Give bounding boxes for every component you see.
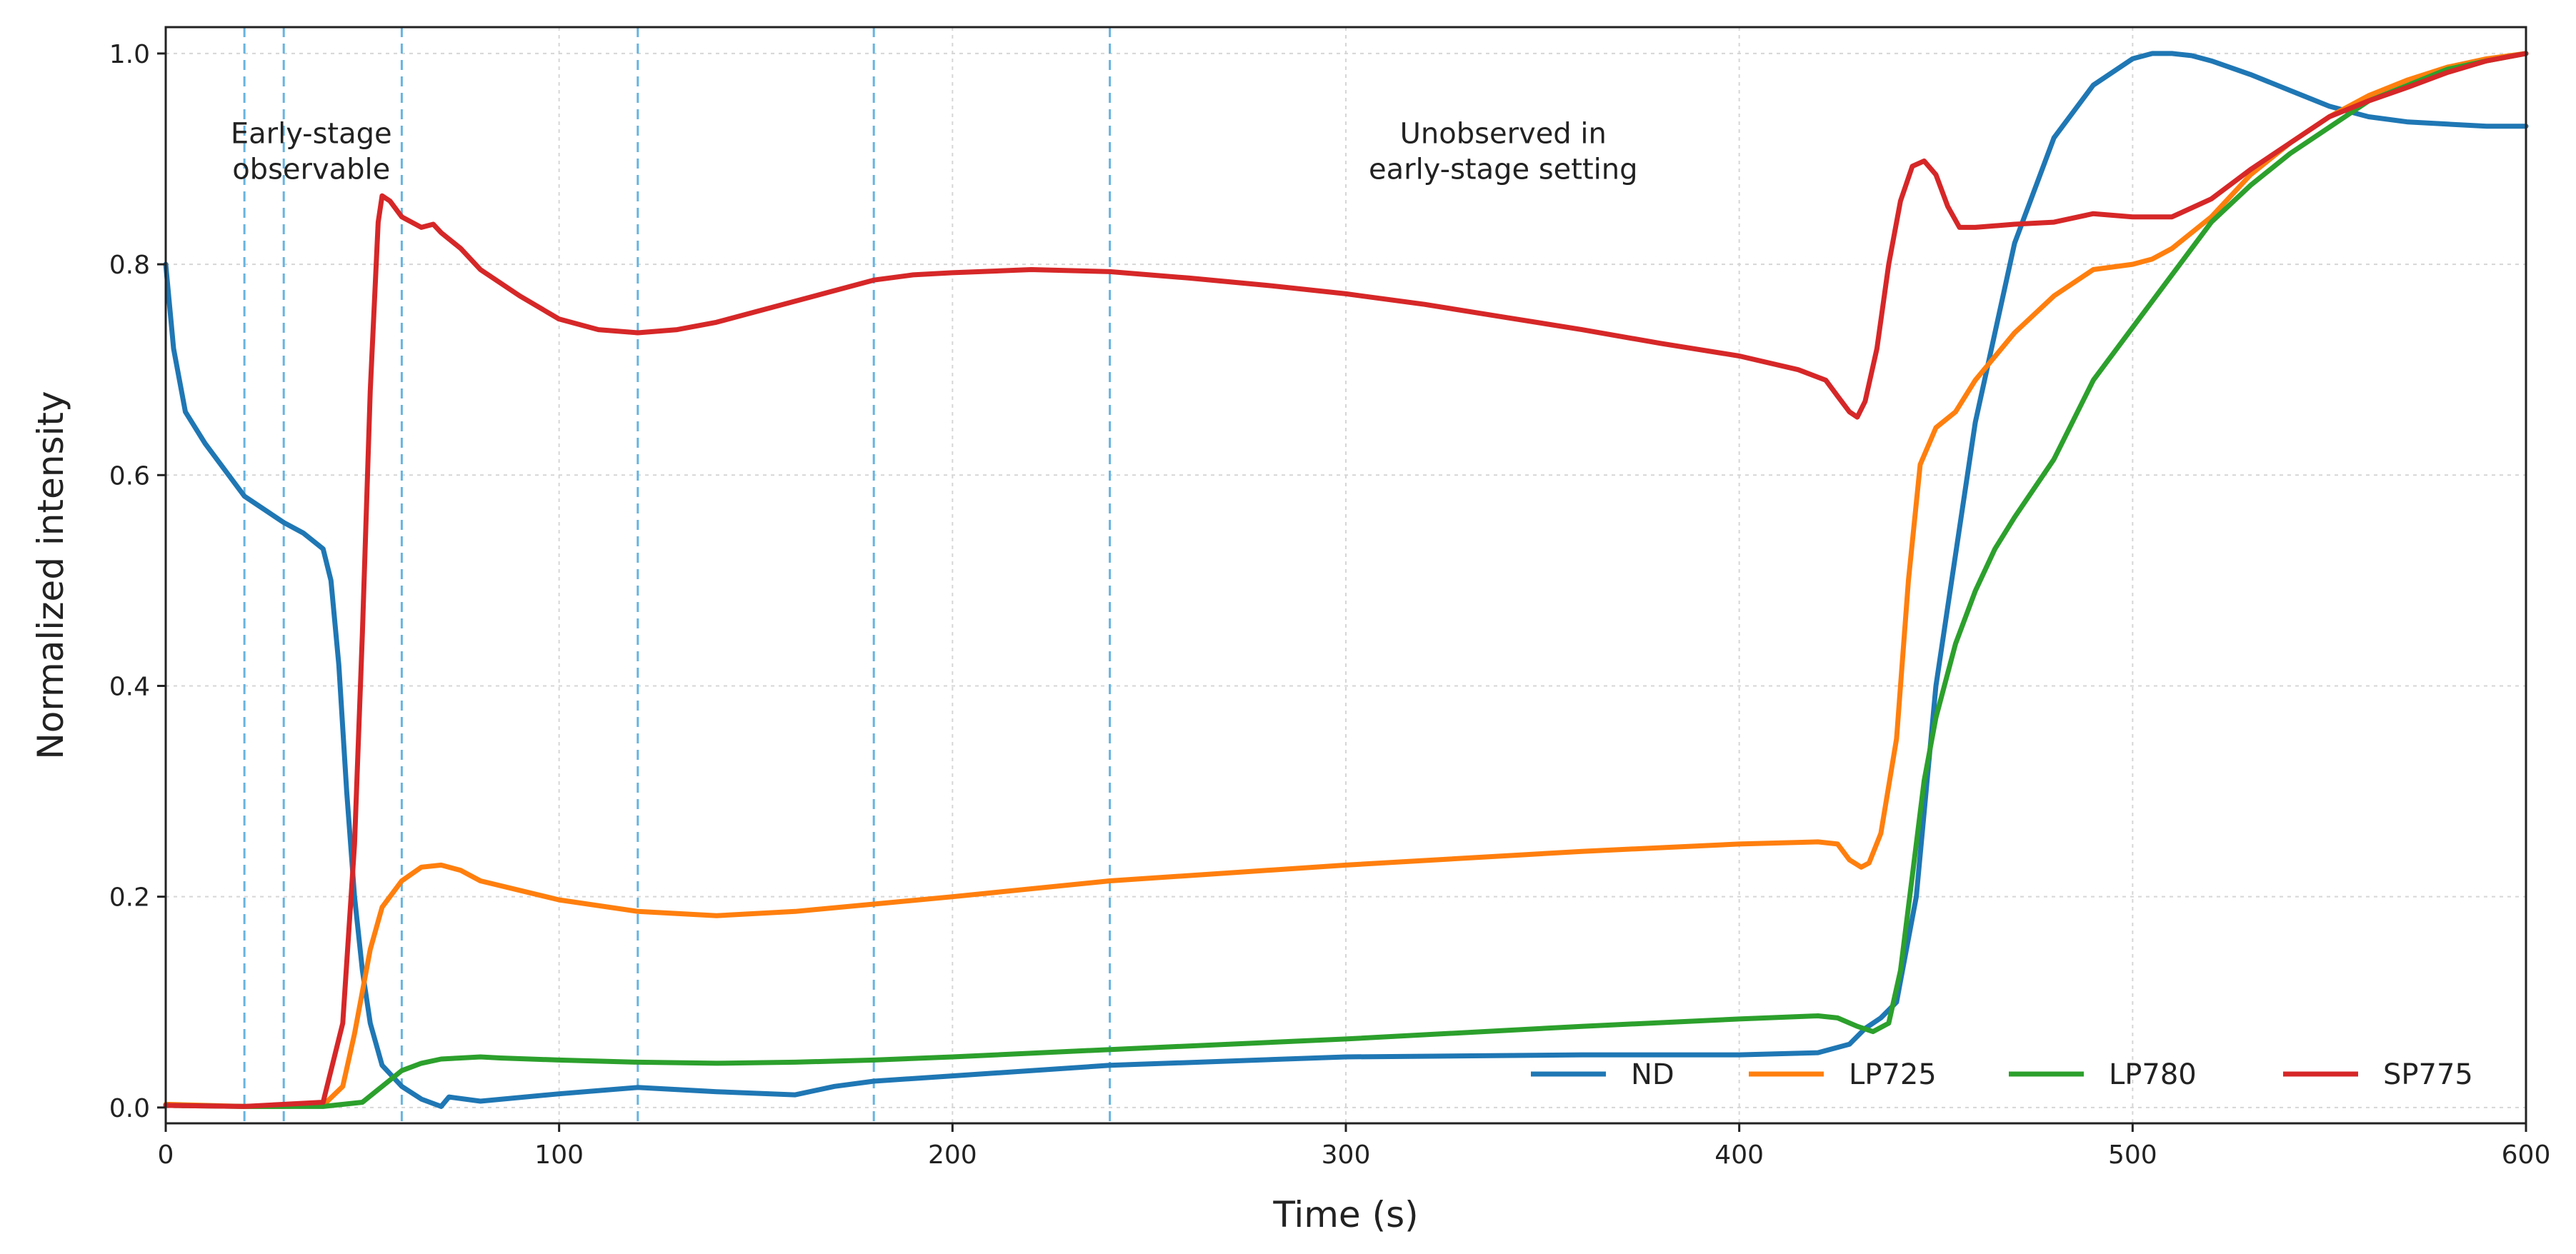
annotation-text: Unobserved in early-stage setting bbox=[1369, 117, 1638, 186]
annotation-text: Early-stage observable bbox=[231, 117, 392, 186]
y-tick-label: 0.2 bbox=[109, 883, 150, 913]
reference-lines bbox=[243, 27, 1112, 1123]
y-axis-title: Normalized intensity bbox=[30, 391, 71, 759]
x-tick-label: 300 bbox=[1322, 1140, 1371, 1170]
annotation-line: observable bbox=[232, 153, 390, 186]
annotations: Early-stage observable Unobserved in early-… bbox=[231, 117, 1638, 186]
series-line-nd bbox=[163, 51, 2529, 1109]
y-tick-label: 0.6 bbox=[109, 461, 150, 491]
x-tick-label: 0 bbox=[158, 1140, 174, 1170]
x-axis-title: Time (s) bbox=[1272, 1194, 1418, 1235]
x-tick-label: 500 bbox=[2108, 1140, 2157, 1170]
y-tick-label: 1.0 bbox=[109, 40, 150, 69]
x-tick-label: 600 bbox=[2502, 1140, 2551, 1170]
grid bbox=[165, 27, 2527, 1123]
series-line-lp780 bbox=[163, 51, 2529, 1109]
annotation-line: Unobserved in bbox=[1400, 117, 1607, 150]
y-tick-label: 0.0 bbox=[109, 1094, 150, 1123]
x-axis: 0 100 200 300 400 500 600 bbox=[158, 1123, 2551, 1170]
legend-label-nd: ND bbox=[1631, 1058, 1674, 1091]
plot-area-frame bbox=[164, 26, 2527, 1125]
annotation-line: Early-stage bbox=[231, 117, 392, 150]
x-tick-label: 200 bbox=[928, 1140, 977, 1170]
series-lines bbox=[163, 51, 2529, 1109]
series-line-lp725 bbox=[163, 51, 2529, 1109]
legend-label-sp775: SP775 bbox=[2383, 1058, 2473, 1091]
legend: ND LP725 LP780 SP775 bbox=[1531, 1058, 2473, 1091]
annotation-line: early-stage setting bbox=[1369, 153, 1638, 186]
series-line-sp775 bbox=[163, 51, 2529, 1109]
y-tick-label: 0.4 bbox=[109, 672, 150, 701]
x-tick-label: 400 bbox=[1714, 1140, 1764, 1170]
y-tick-label: 0.8 bbox=[109, 251, 150, 280]
legend-label-lp780: LP780 bbox=[2109, 1058, 2197, 1091]
x-tick-label: 100 bbox=[534, 1140, 584, 1170]
y-axis: 0.0 0.2 0.4 0.6 0.8 1.0 bbox=[109, 40, 166, 1123]
legend-label-lp725: LP725 bbox=[1849, 1058, 1937, 1091]
